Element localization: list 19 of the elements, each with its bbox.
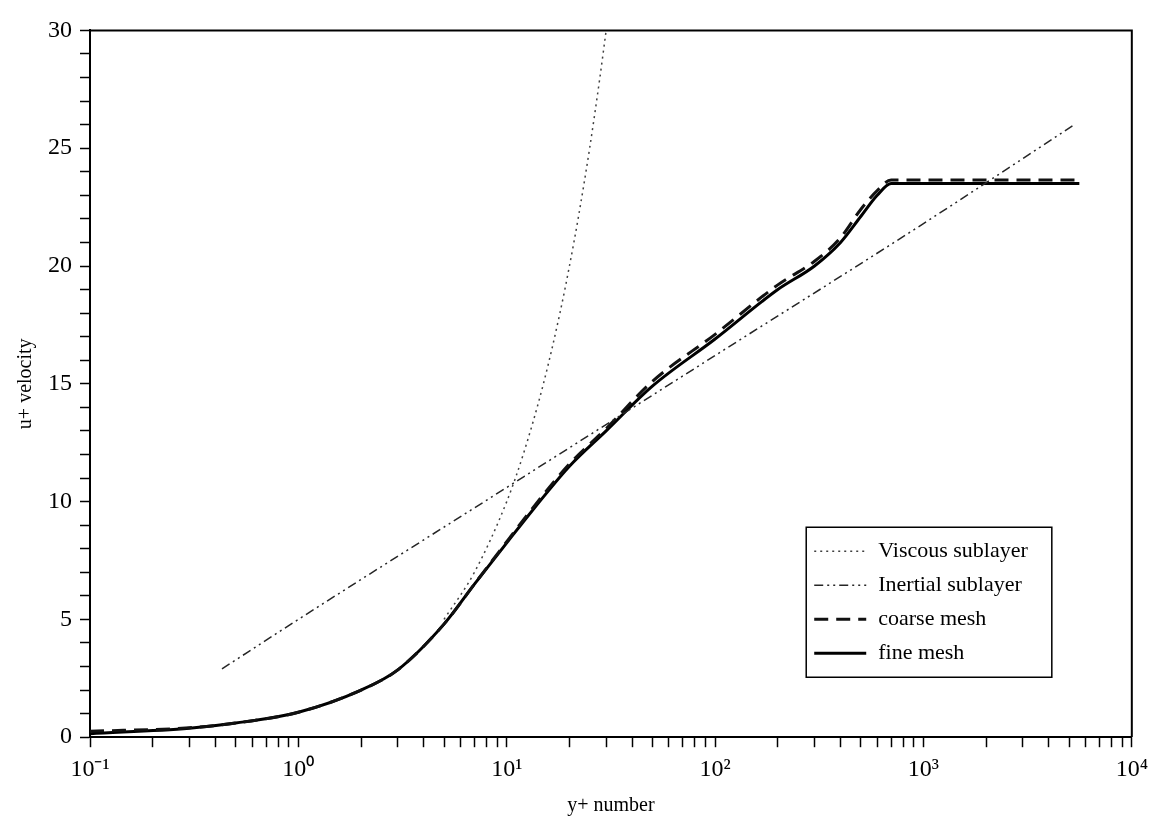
legend-label: fine mesh	[878, 638, 965, 664]
legend-label: coarse mesh	[878, 604, 987, 630]
y-tick-label: 20	[48, 251, 72, 278]
y-tick-label: 30	[48, 15, 72, 42]
x-tick-label: 10⁴	[1115, 754, 1148, 781]
x-tick-label: 10⁰	[282, 754, 315, 781]
x-tick-label: 10²	[699, 754, 731, 781]
y-tick-label: 10	[48, 486, 72, 513]
x-tick-label: 10¹	[491, 754, 523, 781]
x-tick-label: 10⁻¹	[70, 754, 110, 781]
legend-label: Inertial sublayer	[878, 570, 1023, 596]
y-tick-label: 25	[48, 133, 72, 160]
y-tick-label: 15	[48, 369, 72, 396]
y-axis-title: u+ velocity	[13, 338, 37, 430]
y-tick-label: 5	[60, 604, 72, 631]
x-axis-title: y+ number	[567, 793, 655, 817]
y-tick-label: 0	[60, 722, 72, 749]
x-tick-label: 10³	[907, 754, 940, 781]
legend-label: Viscous sublayer	[878, 536, 1029, 562]
